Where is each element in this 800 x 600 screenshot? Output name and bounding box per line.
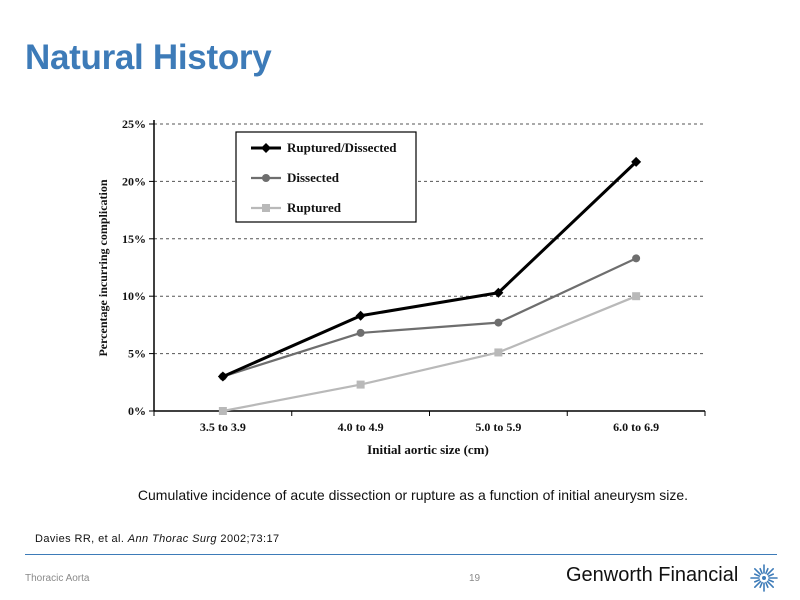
series-line-ruptured-dissected (222, 160, 638, 378)
x-tick-label: 4.0 to 4.9 (338, 420, 384, 434)
data-point-ruptured (494, 348, 503, 357)
citation-reference: 2002;73:17 (220, 533, 280, 545)
x-tick-label: 6.0 to 6.9 (613, 420, 659, 434)
x-tick-label: 5.0 to 5.9 (475, 420, 521, 434)
y-tick-label: 25% (122, 117, 146, 131)
brand-name: Genworth Financial (566, 564, 739, 586)
data-point-ruptured-dissected (631, 156, 642, 167)
citation-journal: Ann Thorac Surg (127, 533, 217, 545)
y-axis-label: Percentage incurring complication (96, 179, 110, 356)
slide-title: Natural History (25, 38, 272, 77)
data-point-ruptured (218, 407, 227, 415)
y-tick-label: 5% (128, 347, 146, 361)
legend-label-dissected: Dissected (287, 170, 340, 185)
data-point-ruptured-dissected (493, 287, 504, 298)
data-point-dissected (494, 318, 503, 327)
data-point-dissected (632, 254, 641, 263)
line-chart: 0% 5% 10% 15% 20% 25% 3.5 to 3.9 4.0 to 4.9 5.0 … (96, 117, 706, 457)
legend-marker-ruptured-dissected (261, 143, 271, 153)
footer-section-label: Thoracic Aorta (25, 573, 90, 584)
data-point-ruptured-dissected (355, 310, 366, 321)
genworth-starburst-icon (750, 564, 778, 592)
x-axis-label: Initial aortic size (cm) (367, 442, 489, 457)
series-line-ruptured (222, 295, 637, 413)
series-line-dissected (222, 257, 637, 378)
legend-label-ruptured: Ruptured (287, 200, 342, 215)
citation-authors: Davies RR, et al. (35, 533, 125, 545)
page-number: 19 (469, 573, 481, 584)
legend-label-ruptured-dissected: Ruptured/Dissected (287, 140, 397, 155)
legend-marker-dissected (262, 174, 270, 182)
x-tick-label: 3.5 to 3.9 (200, 420, 246, 434)
data-point-ruptured-dissected (217, 371, 228, 382)
data-point-ruptured (632, 292, 641, 301)
figure-caption: Cumulative incidence of acute dissection… (137, 487, 689, 503)
y-tick-label: 15% (122, 232, 146, 246)
footer-divider (25, 554, 777, 555)
y-tick-label: 10% (122, 289, 146, 303)
data-point-dissected (356, 328, 365, 337)
citation: Davies RR, et al. Ann Thorac Surg 2002;7… (35, 533, 279, 545)
y-tick-label: 0% (128, 404, 146, 418)
y-tick-label: 20% (122, 174, 146, 188)
legend-marker-ruptured (262, 204, 270, 212)
data-point-ruptured (356, 380, 365, 389)
